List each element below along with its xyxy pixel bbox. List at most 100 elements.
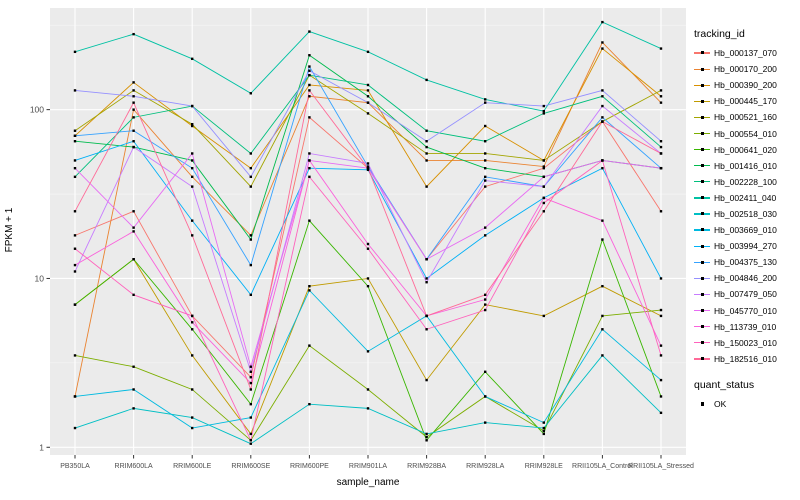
data-point: [73, 134, 77, 137]
data-point: [191, 321, 194, 324]
data-point: [132, 210, 135, 213]
data-point: [601, 328, 604, 331]
data-point: [249, 442, 252, 445]
legend: tracking_id Hb_000137_070 Hb_000170_200 Hb…: [694, 28, 800, 412]
data-point: [601, 219, 604, 222]
legend-key-line-icon: [694, 129, 710, 139]
x-tick-label: RRIM600PE: [290, 463, 329, 470]
data-point: [249, 432, 252, 436]
legend-key-line-icon: [694, 225, 710, 235]
data-point: [249, 234, 252, 237]
data-point: [191, 152, 194, 155]
data-point: [73, 129, 77, 132]
data-point: [425, 439, 428, 442]
data-point: [366, 162, 370, 165]
data-point: [542, 166, 545, 170]
legend-item: Hb_004375_130: [694, 254, 800, 270]
legend-item-label: Hb_182516_010: [714, 353, 777, 364]
data-point: [425, 281, 428, 284]
legend-key-line-icon: [694, 193, 710, 203]
legend-item-label: Hb_150023_010: [714, 337, 777, 348]
x-tick-label: RRIM928BA: [407, 463, 446, 470]
data-point: [249, 388, 252, 391]
data-point: [659, 47, 663, 50]
data-point: [366, 50, 370, 54]
data-point: [659, 152, 663, 155]
data-point: [191, 166, 194, 170]
x-tick-label: PB350LA: [60, 463, 90, 470]
data-point: [73, 159, 77, 162]
legend-key-line-icon: [694, 273, 710, 283]
data-point: [191, 57, 194, 61]
data-point: [601, 20, 604, 24]
data-point: [308, 344, 311, 347]
data-point: [249, 402, 252, 406]
data-point: [484, 166, 487, 170]
data-point: [601, 95, 604, 98]
legend-key-line-icon: [694, 161, 710, 171]
data-point: [659, 344, 663, 347]
legend-title-quant-status: quant_status: [694, 378, 755, 391]
quant-status-point-icon: [694, 399, 710, 409]
legend-item-label: Hb_000170_200: [714, 64, 777, 75]
legend-item: Hb_000641_020: [694, 142, 800, 158]
legend-item-label: Hb_000554_010: [714, 128, 777, 139]
legend-title-tracking-id: tracking_id: [694, 28, 745, 40]
legend-item: Hb_000390_200: [694, 77, 800, 93]
data-point: [249, 185, 252, 188]
data-point: [425, 258, 428, 261]
data-point: [601, 354, 604, 357]
ok-point-icon: [700, 402, 704, 406]
legend-item: Hb_002411_040: [694, 190, 800, 206]
legend-item: Hb_007479_050: [694, 286, 800, 302]
legend-key-line-icon: [694, 306, 710, 316]
legend-key-line-icon: [694, 354, 710, 364]
data-point: [425, 328, 428, 331]
data-point: [659, 314, 663, 318]
data-point: [249, 416, 252, 419]
data-point: [425, 432, 428, 436]
data-point: [191, 354, 194, 357]
data-point: [484, 175, 487, 179]
legend-key-line-icon: [694, 289, 710, 299]
data-point: [542, 429, 545, 433]
data-point: [73, 140, 77, 143]
data-point: [73, 166, 77, 170]
data-point: [542, 159, 545, 162]
data-point: [366, 388, 370, 391]
data-point: [73, 247, 77, 250]
legend-key-line-icon: [694, 241, 710, 251]
legend-key-line-icon: [694, 64, 710, 74]
data-point: [249, 238, 252, 241]
legend-point-icon: [700, 164, 704, 168]
legend-item-label: Hb_007479_050: [714, 289, 777, 300]
data-point: [132, 140, 135, 143]
data-point: [308, 159, 311, 162]
data-point: [366, 284, 370, 288]
legend-item-label: Hb_002228_100: [714, 176, 777, 187]
data-point: [308, 402, 311, 406]
data-point: [542, 175, 545, 179]
data-point: [191, 388, 194, 391]
data-point: [484, 298, 487, 301]
legend-key-line-icon: [694, 257, 710, 267]
data-point: [308, 289, 311, 292]
data-point: [73, 175, 77, 179]
data-point: [73, 234, 77, 237]
legend-key-line-icon: [694, 177, 710, 187]
data-point: [601, 89, 604, 92]
data-point: [659, 95, 663, 98]
data-point: [366, 247, 370, 250]
data-point: [484, 185, 487, 188]
legend-item: Hb_000554_010: [694, 125, 800, 141]
x-tick-label: RRIM600SE: [231, 463, 270, 470]
data-point: [366, 89, 370, 92]
data-point: [132, 365, 135, 368]
data-point: [484, 308, 487, 312]
data-point: [659, 101, 663, 104]
legend-point-icon: [700, 325, 704, 329]
legend-point-icon: [700, 341, 704, 345]
data-point: [308, 152, 311, 155]
y-tick-label: 1: [39, 442, 44, 452]
legend-item-label: Hb_004375_130: [714, 257, 777, 268]
